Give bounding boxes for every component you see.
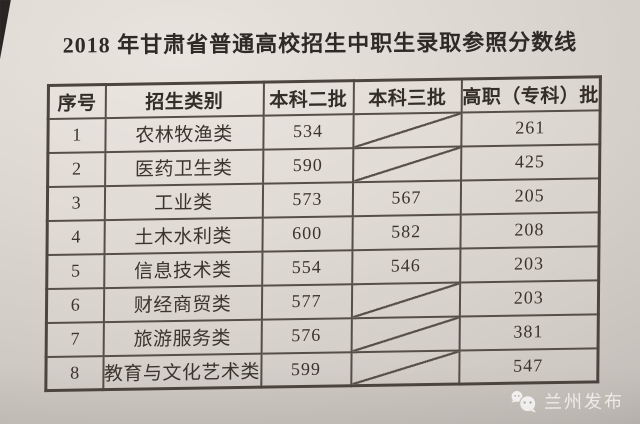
header-cell-benke3: 本科三批 (353, 78, 462, 114)
cell-benke2: 534 (262, 113, 354, 150)
cell-no: 5 (46, 253, 105, 289)
cell-benke3: 567 (352, 180, 461, 216)
cell-benke3 (352, 111, 462, 148)
cell-benke2: 600 (262, 215, 353, 252)
cell-benke2: 590 (262, 147, 353, 184)
header-cell-no: 序号 (48, 84, 106, 119)
cell-gaozhi: 547 (458, 347, 599, 385)
cell-gaozhi: 425 (460, 143, 600, 181)
cell-no: 3 (47, 185, 105, 221)
header-cell-category: 招生类别 (105, 82, 264, 118)
cell-no: 6 (46, 287, 104, 323)
page-title: 2018 年甘肃省普通高校招生中职生录取参照分数线 (62, 29, 578, 58)
cell-benke3 (351, 316, 460, 352)
cell-category: 信息技术类 (103, 251, 263, 288)
cell-no: 1 (47, 117, 106, 153)
cell-no: 7 (46, 321, 104, 357)
cell-no: 4 (47, 219, 105, 255)
cell-gaozhi: 381 (459, 313, 599, 351)
cell-category: 农林牧渔类 (104, 115, 264, 152)
cell-benke2: 577 (261, 283, 352, 320)
table-row: 8 教育与文化艺术类 599 547 (45, 347, 599, 391)
cell-category: 财经商贸类 (103, 285, 262, 322)
cell-category: 旅游服务类 (103, 319, 262, 356)
cell-benke3: 546 (351, 248, 460, 284)
cell-gaozhi: 261 (460, 109, 601, 147)
cell-benke3: 582 (351, 214, 461, 250)
cell-gaozhi: 205 (460, 177, 600, 215)
cell-no: 8 (45, 355, 104, 391)
cell-benke3 (351, 282, 460, 318)
cell-gaozhi: 208 (459, 211, 600, 249)
cell-category: 工业类 (104, 183, 263, 220)
header-cell-benke2: 本科二批 (263, 80, 354, 116)
cell-benke3 (352, 146, 461, 182)
cell-benke2: 576 (261, 317, 352, 354)
cell-gaozhi: 203 (459, 279, 599, 317)
cell-category: 土木水利类 (104, 217, 263, 254)
score-table: 序号 招生类别 本科二批 本科三批 高职（专科）批 1 农林牧渔类 534 26… (44, 75, 602, 393)
cell-no: 2 (47, 151, 105, 187)
cell-benke2: 554 (261, 249, 352, 286)
wechat-icon (511, 391, 537, 413)
cell-category: 教育与文化艺术类 (102, 353, 262, 390)
cell-benke2: 599 (260, 351, 352, 388)
watermark: 兰州发布 (509, 387, 624, 414)
cell-category: 医药卫生类 (104, 149, 263, 186)
cell-benke3 (350, 350, 460, 386)
cell-gaozhi: 203 (459, 245, 599, 283)
cell-benke2: 573 (262, 181, 353, 218)
header-cell-gaozhi: 高职（专科）批 (461, 76, 601, 112)
watermark-label: 兰州发布 (543, 391, 625, 413)
